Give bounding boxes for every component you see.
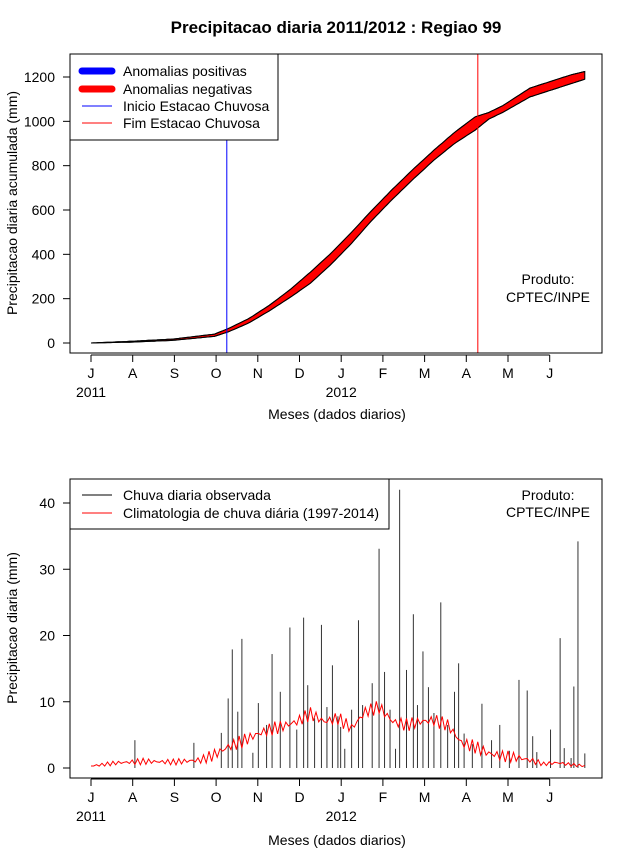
top-y-tick-label: 200	[32, 291, 56, 307]
climatology-daily-line	[91, 701, 586, 768]
bottom-x-tick-label: A	[128, 789, 138, 805]
top-legend: Anomalias positivas Anomalias negativas …	[69, 53, 279, 141]
top-y-tick-label: 1200	[24, 69, 55, 85]
top-x-tick-label: A	[128, 365, 138, 381]
bottom-x-tick-label: A	[462, 789, 472, 805]
bottom-y-axis: 0 10 20 30 40	[39, 495, 71, 776]
observed-accumulated-line	[90, 78, 585, 344]
top-y-tick-label: 800	[32, 158, 56, 174]
top-x-tick-label: S	[170, 365, 179, 381]
bottom-x-tick-label: F	[379, 789, 388, 805]
legend-label-season-end: Fim Estacao Chuvosa	[123, 115, 260, 131]
top-x-tick-label: J	[88, 365, 95, 381]
legend-label-positive: Anomalias positivas	[123, 63, 247, 79]
top-y-tick-label: 0	[47, 335, 55, 351]
bottom-year-label: 2011	[76, 808, 106, 824]
top-x-axis-label: Meses (dados diarios)	[268, 406, 406, 422]
top-annotation-line2: CPTEC/INPE	[506, 289, 590, 305]
bottom-year-label: 2012	[326, 808, 357, 824]
bottom-y-tick-label: 0	[47, 760, 55, 776]
top-annotation-line1: Produto:	[522, 271, 575, 287]
top-x-tick-label: N	[253, 365, 263, 381]
top-x-tick-label: F	[379, 365, 388, 381]
bottom-climatology-layer	[91, 701, 586, 768]
bottom-y-tick-label: 40	[39, 495, 55, 511]
bottom-y-axis-label: Precipitacao diaria (mm)	[4, 552, 20, 704]
bottom-x-tick-label: S	[170, 789, 179, 805]
top-x-tick-label: M	[502, 365, 514, 381]
top-y-tick-label: 1000	[24, 113, 55, 129]
bottom-legend: Chuva diaria observada Climatologia de c…	[69, 478, 390, 530]
top-year-label: 2011	[76, 384, 106, 400]
bottom-x-tick-label: J	[546, 789, 553, 805]
legend-label-observed: Chuva diaria observada	[123, 487, 271, 503]
bottom-bars-layer	[134, 489, 586, 768]
bottom-x-tick-label: M	[502, 789, 514, 805]
climatology-accumulated-line	[90, 71, 585, 344]
bottom-y-tick-label: 10	[39, 694, 55, 710]
bottom-x-tick-label: N	[253, 789, 263, 805]
top-x-axis: J A S O N D J F M A M J 2011 2012	[76, 354, 553, 400]
legend-label-negative: Anomalias negativas	[123, 81, 252, 97]
bottom-legend-box	[69, 478, 390, 530]
top-y-axis: 0 200 400 600 800 1000 1200	[24, 69, 71, 351]
top-y-axis-label: Precipitacao diaria acumulada (mm)	[4, 91, 20, 315]
bottom-x-axis: J A S O N D J F M A M J 2011 2012	[76, 778, 553, 824]
bottom-y-tick-label: 20	[39, 628, 55, 644]
bottom-x-tick-label: O	[211, 789, 222, 805]
top-x-tick-label: J	[338, 365, 345, 381]
top-series-layer	[90, 70, 586, 344]
bottom-x-tick-label: J	[88, 789, 95, 805]
top-x-tick-label: J	[546, 365, 553, 381]
top-x-tick-label: D	[294, 365, 304, 381]
top-x-tick-label: A	[462, 365, 472, 381]
bottom-y-tick-label: 30	[39, 561, 55, 577]
top-year-label: 2012	[326, 384, 357, 400]
legend-label-season-start: Inicio Estacao Chuvosa	[123, 98, 270, 114]
top-y-tick-label: 600	[32, 202, 56, 218]
top-y-tick-label: 400	[32, 246, 56, 262]
bottom-annotation-line1: Produto:	[522, 487, 575, 503]
bottom-x-tick-label: D	[294, 789, 304, 805]
bottom-x-tick-label: J	[338, 789, 345, 805]
bottom-annotation-line2: CPTEC/INPE	[506, 504, 590, 520]
bottom-x-tick-label: M	[419, 789, 431, 805]
legend-label-climatology: Climatologia de chuva diária (1997-2014)	[123, 505, 379, 521]
top-x-tick-label: M	[419, 365, 431, 381]
bottom-x-axis-label: Meses (dados diarios)	[268, 832, 406, 848]
top-x-tick-label: O	[211, 365, 222, 381]
chart-title: Precipitacao diaria 2011/2012 : Regiao 9…	[171, 18, 502, 37]
